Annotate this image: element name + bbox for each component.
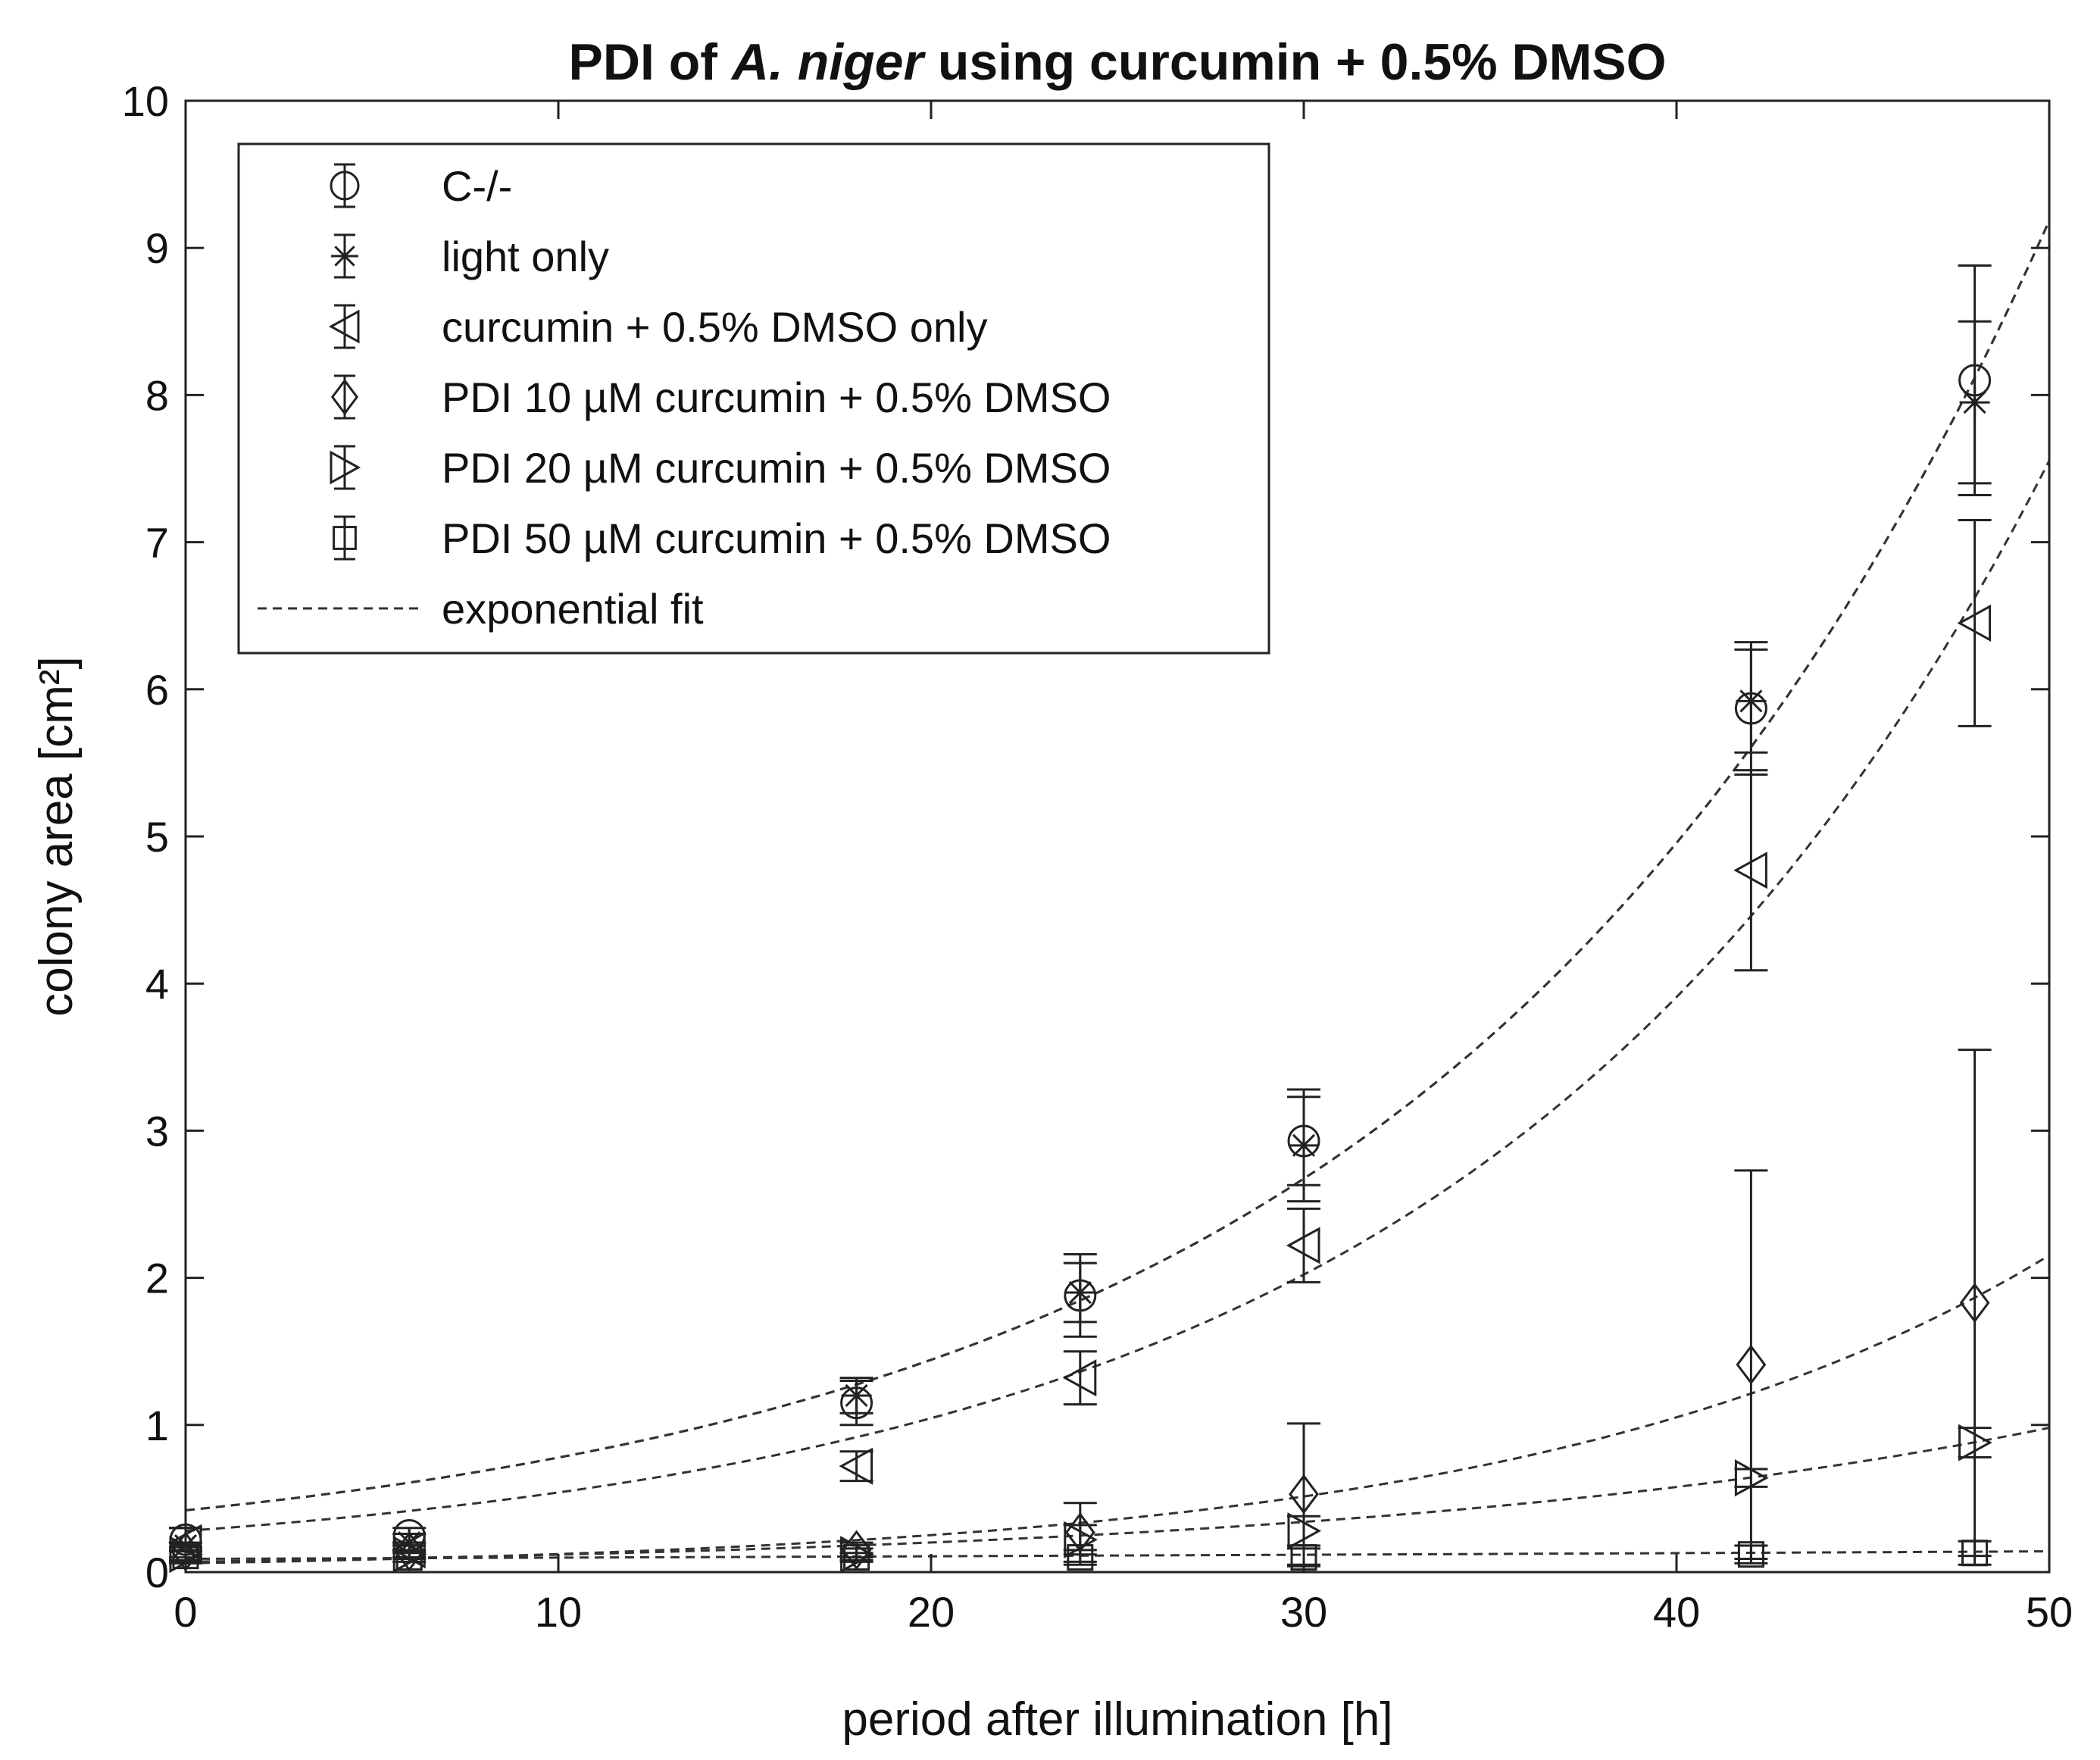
legend-label: light only (442, 233, 609, 280)
legend-marker (330, 450, 361, 485)
legend-marker (331, 242, 358, 270)
legend-label: PDI 20 µM curcumin + 0.5% DMSO (442, 444, 1111, 492)
data-point (1289, 1474, 1319, 1515)
legend-item-0: C-/- (330, 162, 512, 210)
x-ticks: 0 10 20 30 40 50 (173, 101, 2073, 1636)
y-tick-label: 0 (145, 1549, 169, 1596)
error-bar (1287, 1515, 1320, 1547)
plot-content (167, 220, 2051, 1574)
legend-label: PDI 10 µM curcumin + 0.5% DMSO (442, 374, 1111, 421)
legend-error-bar (334, 515, 355, 561)
legend-item-5: PDI 50 µM curcumin + 0.5% DMSO (333, 514, 1111, 562)
error-bar (1734, 769, 1768, 972)
y-ticks: 0 1 2 3 4 5 6 7 8 9 10 (122, 77, 2049, 1596)
error-bar (1734, 1169, 1768, 1561)
data-point (1957, 604, 1992, 642)
error-bar (1063, 1350, 1097, 1406)
data-point (1736, 1344, 1767, 1385)
data-point (843, 1544, 870, 1571)
data-point (395, 1544, 423, 1571)
legend: C-/- light only curcumin + 0.5% DMSO only P… (237, 142, 1270, 655)
legend-marker (330, 170, 360, 201)
data-point (841, 1380, 872, 1411)
y-tick-label: 2 (145, 1255, 169, 1302)
legend-label: C-/- (442, 162, 512, 210)
legend-box (237, 142, 1270, 655)
data-point (1961, 1540, 1989, 1567)
y-tick-label: 8 (145, 371, 169, 419)
legend-error-bar (334, 445, 355, 490)
x-tick-label: 40 (1653, 1588, 1700, 1636)
data-point (1958, 1424, 1992, 1461)
y-tick-label: 10 (122, 77, 169, 125)
error-bar (1958, 1427, 1992, 1459)
data-point (1737, 1541, 1764, 1568)
legend-label: PDI 50 µM curcumin + 0.5% DMSO (442, 514, 1111, 562)
data-point (1736, 686, 1767, 717)
error-bar (1734, 1468, 1768, 1488)
error-bar (1958, 518, 1992, 727)
fit-line-1 (185, 220, 2051, 1511)
legend-label: curcumin + 0.5% DMSO only (442, 303, 987, 351)
y-tick-label: 5 (145, 813, 169, 861)
legend-marker (328, 309, 360, 344)
series-5 (169, 1540, 1992, 1571)
error-bar (839, 1450, 873, 1483)
data-point (1286, 1227, 1320, 1265)
x-tick-label: 10 (535, 1588, 582, 1636)
y-tick-label: 9 (145, 224, 169, 272)
fit-line-2 (185, 460, 2051, 1533)
y-tick-label: 1 (145, 1402, 169, 1449)
x-tick-label: 20 (908, 1588, 955, 1636)
data-point (1067, 1544, 1094, 1571)
series-2 (167, 518, 1992, 1569)
data-point (1287, 1512, 1322, 1550)
data-point (1289, 1130, 1319, 1161)
y-tick-label: 4 (145, 960, 169, 1008)
legend-item-2: curcumin + 0.5% DMSO only (328, 303, 987, 351)
data-point (1959, 1283, 1990, 1324)
y-axis-label: colony area [cm²] (30, 656, 83, 1017)
legend-label: exponential fit (442, 585, 704, 633)
legend-item-1: light only (331, 233, 609, 280)
y-tick-label: 7 (145, 519, 169, 567)
x-tick-label: 30 (1280, 1588, 1327, 1636)
legend-item-3: PDI 10 µM curcumin + 0.5% DMSO (330, 374, 1111, 421)
fit-line-3 (185, 1254, 2050, 1565)
y-tick-label: 3 (145, 1107, 169, 1155)
x-tick-label: 0 (173, 1588, 197, 1636)
data-point (1959, 387, 1990, 418)
chart-title: PDI of A. niger using curcumin + 0.5% DM… (568, 33, 1666, 91)
x-axis-label: period after illumination [h] (842, 1693, 1392, 1746)
data-point (1064, 1521, 1098, 1558)
legend-item-4: PDI 20 µM curcumin + 0.5% DMSO (330, 444, 1111, 492)
data-point (841, 1530, 872, 1571)
legend-error-bar (334, 304, 355, 349)
legend-marker (333, 526, 357, 550)
y-tick-label: 6 (145, 666, 169, 714)
fit-line-4 (185, 1427, 2050, 1563)
fit-line-5 (185, 1550, 2050, 1560)
legend-marker (330, 378, 359, 416)
data-point (1062, 1359, 1097, 1397)
x-tick-label: 50 (2026, 1588, 2073, 1636)
legend-item-fit: exponential fit (258, 585, 704, 633)
legend-error-bar (334, 374, 355, 420)
error-bar (1287, 1207, 1320, 1283)
data-point (839, 1447, 873, 1485)
data-point (1064, 1277, 1095, 1308)
data-point (1733, 852, 1767, 889)
data-point (1734, 1459, 1769, 1497)
